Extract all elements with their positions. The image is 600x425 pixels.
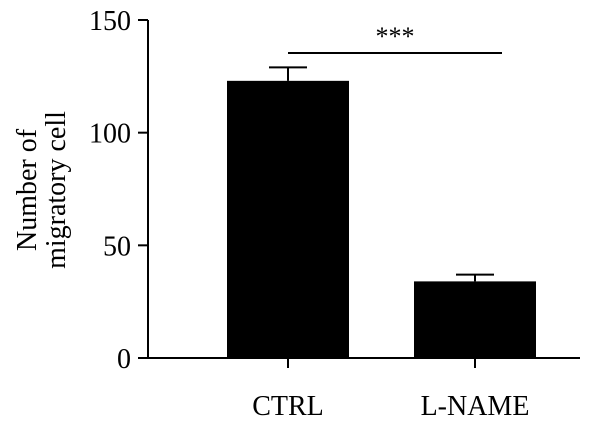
significance-label: *** (376, 22, 415, 51)
bar-l-name (414, 281, 536, 358)
y-axis-title-line-1: Number of (12, 128, 43, 251)
x-tick-label-ctrl: CTRL (252, 391, 324, 422)
bars (227, 66, 536, 358)
bar-ctrl (227, 80, 349, 358)
x-axis-ticks: CTRL L-NAME (252, 358, 529, 422)
y-axis-ticks: 0 50 100 150 (89, 6, 148, 375)
y-axis-title-line-2: migratory cell (41, 111, 72, 269)
y-tick-label: 0 (117, 344, 131, 375)
y-tick-label: 150 (89, 6, 131, 37)
y-axis-title: Number of migratory cell (12, 111, 72, 269)
x-tick-label-l-name: L-NAME (421, 391, 530, 422)
significance-annotation: *** (288, 22, 502, 54)
y-tick-label: 100 (89, 119, 131, 150)
y-tick-label: 50 (103, 231, 131, 262)
